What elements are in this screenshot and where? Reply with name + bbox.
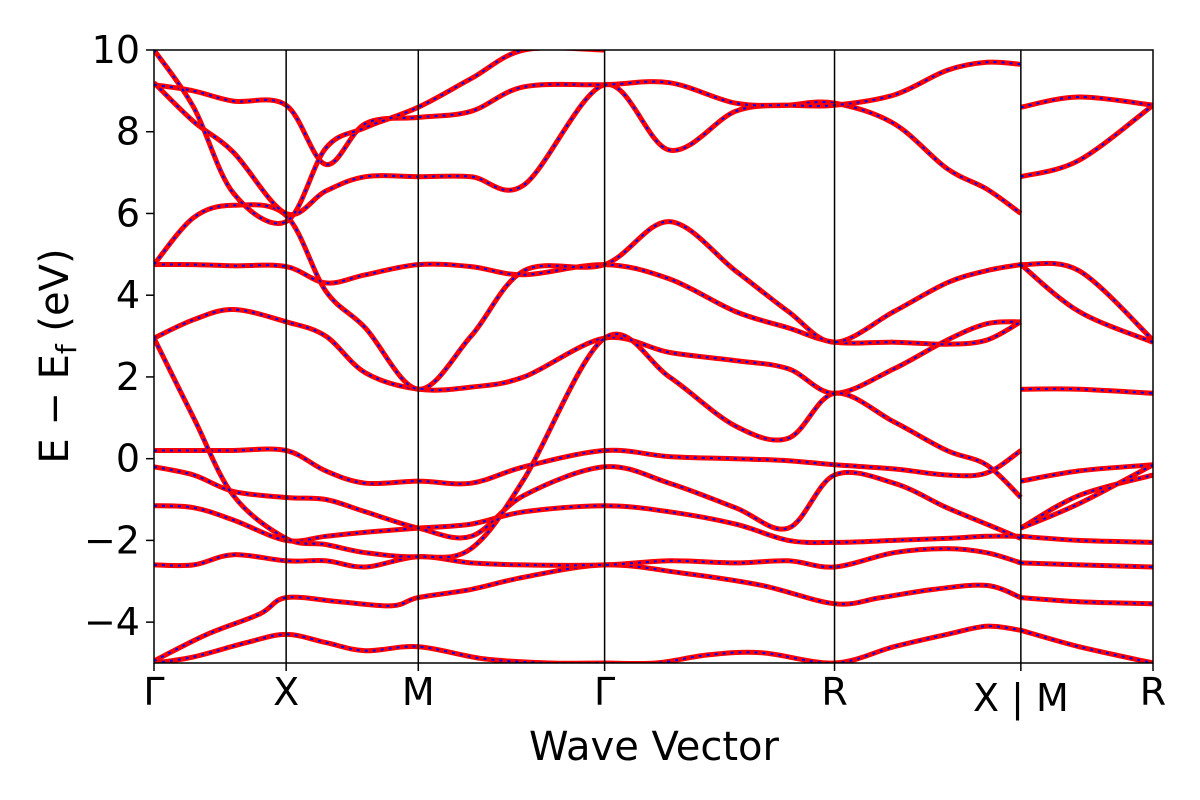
y-axis-label: E − Ef (eV) xyxy=(32,248,83,463)
band-line-overlay-b5-seg1 xyxy=(1020,474,1153,529)
band-line-overlay-b11-seg1 xyxy=(1020,104,1153,178)
y-axis-label-main: E − E xyxy=(32,354,78,464)
band-line-overlay-b10-seg1 xyxy=(1020,263,1153,344)
x-axis-label: Wave Vector xyxy=(529,724,780,770)
band-line-overlay-b7-seg0 xyxy=(154,308,1021,395)
x-tick-label-6: R xyxy=(1140,670,1166,714)
band-line-b8-seg1 xyxy=(1019,462,1153,531)
band-line-b6-seg0 xyxy=(154,446,1023,487)
y-tick-label-5: 6 xyxy=(116,191,140,235)
band-line-overlay-b3-seg1 xyxy=(1020,561,1153,568)
band-line-b3-seg0 xyxy=(154,546,1022,570)
band-line-overlay-b11-seg0 xyxy=(154,81,1022,216)
y-tick-label-0: −4 xyxy=(84,600,140,644)
band-line-b11-seg1 xyxy=(1020,103,1153,180)
band-line-overlay-b6-seg0 xyxy=(154,448,1022,485)
band-line-overlay-b9-seg0 xyxy=(154,263,1022,346)
x-tick-label-5: X | M xyxy=(973,676,1069,721)
band-line-overlay-b8-seg0 xyxy=(154,333,1022,559)
y-tick-label-3: 2 xyxy=(116,355,140,399)
y-tick-label-7: 10 xyxy=(92,28,140,72)
band-line-overlay-b13-seg0 xyxy=(154,50,605,225)
band-line-b13-seg0 xyxy=(154,50,605,226)
band-line-b6-seg1 xyxy=(1020,462,1153,484)
band-line-overlay-b2-seg1 xyxy=(1020,596,1153,605)
x-tick-label-4: R xyxy=(821,670,847,714)
band-line-overlay-b12-seg0 xyxy=(154,61,1021,166)
plot-frame xyxy=(153,49,1154,664)
kpoint-divider-lines xyxy=(285,50,1022,663)
y-axis-ticks: −4 −2 0 2 4 6 8 10 xyxy=(84,28,154,644)
band-line-b12-seg1 xyxy=(1020,94,1153,110)
x-tick-label-3: Γ xyxy=(594,670,615,714)
band-line-overlay-b1-seg0 xyxy=(154,625,1022,663)
band-line-overlay-b8-seg1 xyxy=(1020,463,1153,530)
band-line-overlay-b4-seg1 xyxy=(1020,535,1153,544)
band-line-overlay-b5-seg0 xyxy=(154,465,1022,540)
band-line-overlay-b10-seg0 xyxy=(154,203,1022,391)
y-tick-label-1: −2 xyxy=(84,518,140,562)
x-tick-label-0: Γ xyxy=(143,670,164,714)
band-line-b9-seg1 xyxy=(1020,260,1153,343)
band-line-b1-seg0 xyxy=(154,623,1022,663)
y-tick-label-2: 0 xyxy=(116,437,140,481)
x-axis-ticks: Γ X M Γ R X | M R xyxy=(143,663,1166,721)
band-line-b9-seg0 xyxy=(154,261,1023,347)
y-axis-label-sub: f xyxy=(50,343,83,354)
bands-layer xyxy=(154,50,1153,663)
band-line-overlay-b7-seg1 xyxy=(1020,387,1153,395)
y-tick-label-6: 8 xyxy=(116,110,140,154)
band-line-b1-seg1 xyxy=(1020,627,1153,663)
band-line-b12-seg0 xyxy=(154,59,1022,167)
band-line-overlay-b2-seg0 xyxy=(154,563,1022,662)
x-tick-label-2: M xyxy=(402,670,435,714)
band-line-b5-seg0 xyxy=(154,464,1022,541)
y-tick-label-4: 4 xyxy=(116,273,140,317)
y-axis-label-unit: (eV) xyxy=(32,248,78,344)
x-tick-label-1: X xyxy=(273,670,299,714)
